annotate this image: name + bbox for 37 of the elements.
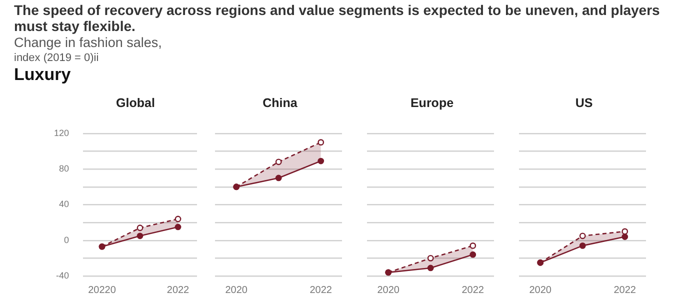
point [470,251,476,258]
point [579,242,586,249]
y-tick-label: 80 [59,164,70,174]
y-tick-label: -40 [56,270,70,280]
x-tick-label: 20220 [88,284,116,296]
y-tick-label: 120 [54,128,70,138]
point [318,139,324,146]
point [275,174,282,182]
point [136,232,144,240]
x-tick-label: 2022 [462,284,484,296]
point [427,264,434,272]
text: index (2019 = 0)ii [14,51,100,65]
text: Change in fashion sales, [14,34,163,51]
point [579,232,586,240]
point [470,242,476,249]
point [622,234,628,240]
x-tick-label: 2020 [225,284,248,296]
text: The speed of recovery across regions and value segments is expected to be uneven, and players must stay flexible. [14,2,661,34]
point [174,216,182,222]
chart-title: US [574,96,594,110]
point [622,228,628,235]
x-tick-label: 2022 [614,284,636,296]
chart-title: China [262,96,298,110]
y-tick-label: 40 [59,199,70,210]
text: Luxury [14,65,72,85]
point [275,158,282,166]
x-tick-label: 2020 [529,284,552,296]
chart-title: Europe [409,96,455,110]
point [318,158,324,164]
x-tick-label: 2022 [310,284,332,296]
point [174,224,182,230]
point [136,224,144,232]
point [427,254,434,262]
x-tick-label: 2020 [377,284,400,296]
x-tick-label: 2022 [166,284,190,296]
chart-title: Global [115,96,156,110]
y-tick-label: 0 [64,234,70,245]
